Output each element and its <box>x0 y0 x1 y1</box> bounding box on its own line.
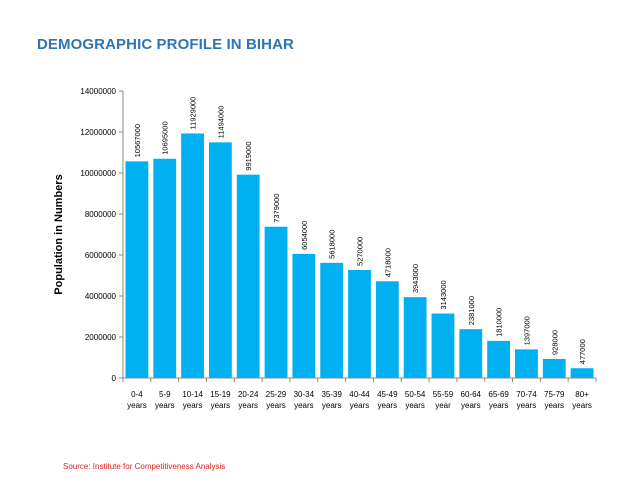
data-label: 10567000 <box>133 124 142 157</box>
x-tick-label: 75-79 years <box>544 390 565 410</box>
data-label: 5618000 <box>328 230 337 259</box>
bar <box>570 368 594 378</box>
x-tick-label: 15-19 years <box>210 390 231 410</box>
bar <box>292 253 316 378</box>
chart-title: DEMOGRAPHIC PROFILE IN BIHAR <box>37 36 294 53</box>
data-label: 2381000 <box>467 296 476 325</box>
x-tick-label: 40-44 years <box>349 390 370 410</box>
y-axis-label-group: Population in Numbers <box>53 174 65 294</box>
y-tick-label: 8000000 <box>85 210 117 219</box>
bar <box>181 133 204 378</box>
x-tick-label: 45-49 years <box>377 390 398 410</box>
bar <box>264 226 288 378</box>
data-label: 11494000 <box>216 106 225 139</box>
data-label: 6054000 <box>300 221 309 250</box>
x-tick-label: 30-34 years <box>294 390 315 410</box>
data-label: 5270000 <box>356 237 365 266</box>
bar <box>125 161 149 378</box>
x-tick-label: 50-54 years <box>405 390 426 410</box>
bar <box>153 158 177 378</box>
source-note: Source: Institute for Competitiveness An… <box>63 462 226 471</box>
y-tick-label: 12000000 <box>80 128 116 137</box>
y-tick-label: 4000000 <box>85 292 117 301</box>
bar <box>403 297 427 378</box>
bar <box>431 313 455 378</box>
y-axis-label: Population in Numbers <box>53 174 65 294</box>
bar <box>348 269 371 378</box>
data-label: 3943000 <box>411 264 420 293</box>
data-label: 928000 <box>550 330 559 355</box>
y-tick-label: 0 <box>112 374 117 383</box>
bar <box>208 142 232 378</box>
x-tick-label: 55-59 year <box>433 390 454 410</box>
x-tick-label: 65-69 years <box>488 390 509 410</box>
y-tick-label: 2000000 <box>85 333 117 342</box>
x-tick-label: 60-64 years <box>461 390 482 410</box>
x-tick-label: 10-14 years <box>182 390 203 410</box>
bar-series: 10567000 10695000 11929000 11494000 9919000 7… <box>125 97 594 378</box>
y-axis: 0 2000000 4000000 6000000 8000000 10000000 120… <box>80 87 124 383</box>
bar <box>542 358 566 378</box>
x-tick-label: 35-39 years <box>321 390 342 410</box>
x-tick-label: 80+ years <box>572 390 592 410</box>
data-label: 7379000 <box>272 194 281 223</box>
y-tick-label: 14000000 <box>80 87 116 96</box>
y-tick-label: 10000000 <box>80 169 116 178</box>
y-tick-label: 6000000 <box>85 251 117 260</box>
bar <box>515 349 538 378</box>
bar <box>459 329 483 378</box>
bar <box>375 281 399 378</box>
bar <box>487 340 511 378</box>
data-label: 10695000 <box>161 121 170 154</box>
bar <box>320 262 344 378</box>
data-label: 1810000 <box>495 308 504 337</box>
x-tick-label: 20-24 years <box>238 390 259 410</box>
data-label: 477000 <box>578 339 587 364</box>
data-label: 9919000 <box>244 141 253 170</box>
x-tick-label: 70-74 years <box>516 390 537 410</box>
data-label: 4718000 <box>383 248 392 277</box>
x-axis: 0-4 years 5-9 years 10-14 years 15-19 years 20-2… <box>122 377 597 410</box>
x-tick-label: 0-4 years <box>127 390 147 410</box>
x-tick-label: 25-29 years <box>266 390 287 410</box>
data-label: 3143000 <box>439 280 448 309</box>
bar <box>236 174 260 378</box>
x-tick-label: 5-9 years <box>155 390 175 410</box>
data-label: 11929000 <box>189 97 198 130</box>
data-label: 1397000 <box>522 316 531 345</box>
